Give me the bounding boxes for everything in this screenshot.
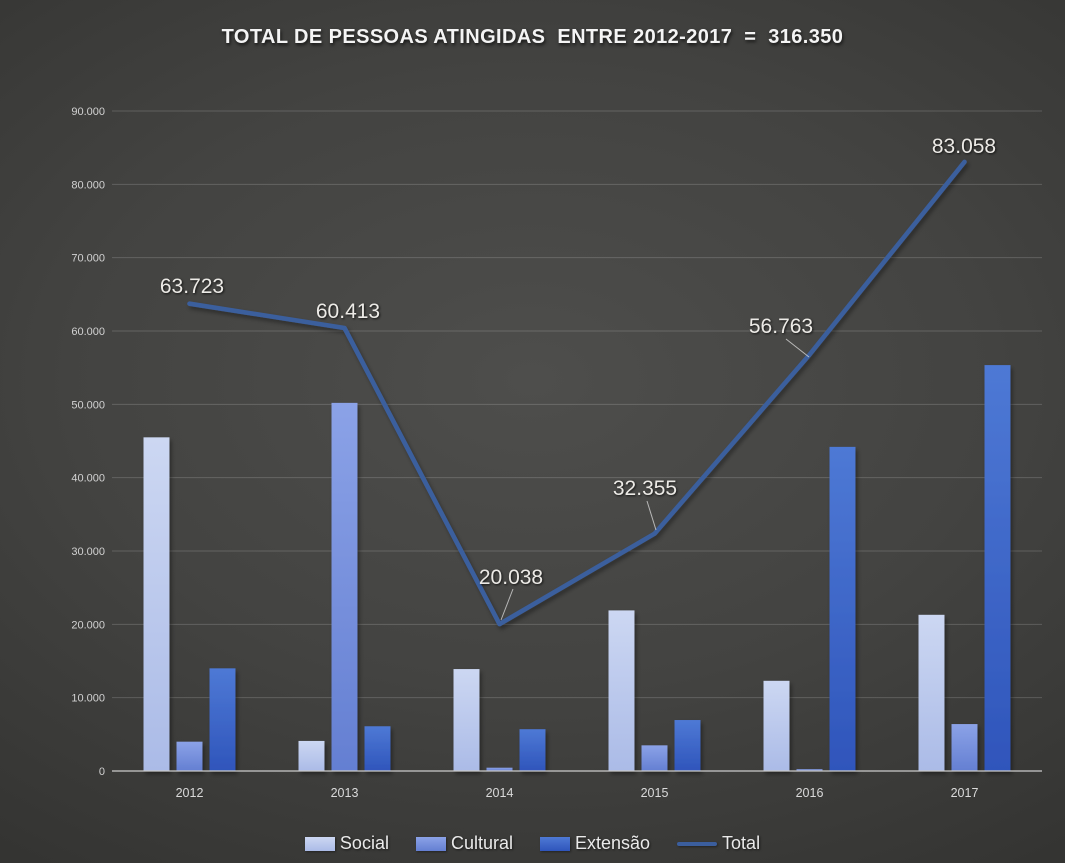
legend-item-cultural: Cultural bbox=[415, 833, 513, 854]
x-axis-label-2016: 2016 bbox=[796, 786, 824, 800]
legend-color-swatch-icon bbox=[304, 836, 335, 851]
legend-item-label: Social bbox=[339, 833, 389, 853]
legend-item-label: Extensão bbox=[574, 833, 651, 853]
bar-extensão-2016 bbox=[829, 446, 856, 771]
total-data-label-2015: 32.355 bbox=[613, 477, 677, 500]
x-axis-label-2012: 2012 bbox=[176, 786, 204, 800]
bar-social-2013 bbox=[298, 740, 325, 771]
bar-cultural-2014 bbox=[486, 767, 513, 771]
data-label-leader-line bbox=[785, 338, 810, 358]
legend-color-swatch-icon bbox=[539, 836, 570, 851]
y-axis-tick-label: 60.000 bbox=[71, 326, 105, 338]
bar-extensão-2014 bbox=[519, 729, 546, 771]
y-axis-tick-label: 50.000 bbox=[71, 399, 105, 411]
legend-item-social: Social bbox=[304, 833, 389, 854]
legend-item-label: Total bbox=[722, 833, 761, 853]
bar-cultural-2016 bbox=[796, 769, 823, 771]
bar-extensão-2017 bbox=[984, 365, 1011, 771]
total-data-label-2014: 20.038 bbox=[479, 566, 543, 589]
bar-cultural-2015 bbox=[641, 745, 668, 771]
bar-social-2016 bbox=[763, 680, 790, 771]
bar-extensão-2012 bbox=[209, 668, 236, 771]
x-axis-label-2014: 2014 bbox=[486, 786, 514, 800]
y-axis-tick-label: 90.000 bbox=[71, 106, 105, 118]
data-label-leader-line bbox=[500, 588, 514, 621]
bar-social-2012 bbox=[143, 437, 170, 771]
total-line bbox=[187, 159, 967, 627]
y-axis-tick-label: 10.000 bbox=[71, 693, 105, 705]
total-data-label-2013: 60.413 bbox=[316, 300, 380, 323]
bar-cultural-2012 bbox=[176, 741, 203, 771]
y-axis-tick-label: 80.000 bbox=[71, 179, 105, 191]
bar-cultural-2017 bbox=[951, 724, 978, 771]
y-axis-tick-label: 0 bbox=[99, 766, 105, 778]
bar-extensão-2013 bbox=[364, 726, 391, 771]
bar-cultural-2013 bbox=[331, 402, 358, 771]
x-axis-label-2013: 2013 bbox=[331, 786, 359, 800]
y-axis-tick-label: 20.000 bbox=[71, 619, 105, 631]
x-axis-label-2017: 2017 bbox=[951, 786, 979, 800]
total-data-label-2016: 56.763 bbox=[749, 315, 813, 338]
y-axis-tick-label: 70.000 bbox=[71, 253, 105, 265]
legend-item-extenso: Extensão bbox=[539, 833, 651, 854]
legend-line-marker-icon bbox=[677, 841, 718, 846]
total-data-label-2012: 63.723 bbox=[160, 275, 224, 298]
y-axis-tick-label: 30.000 bbox=[71, 546, 105, 558]
legend-item-total: Total bbox=[677, 833, 760, 854]
bar-extensão-2015 bbox=[674, 720, 701, 771]
y-axis-tick-label: 40.000 bbox=[71, 473, 105, 485]
legend-item-label: Cultural bbox=[450, 833, 513, 853]
legend-color-swatch-icon bbox=[415, 836, 446, 851]
bar-social-2017 bbox=[918, 614, 945, 771]
bar-social-2015 bbox=[608, 610, 635, 771]
bar-social-2014 bbox=[453, 669, 480, 771]
chart-title: TOTAL DE PESSOAS ATINGIDAS ENTRE 2012-20… bbox=[221, 26, 844, 48]
data-label-leader-line bbox=[646, 500, 657, 531]
total-data-label-2017: 83.058 bbox=[932, 135, 996, 158]
x-axis-label-2015: 2015 bbox=[641, 786, 669, 800]
legend: Social Cultural Extensão Total bbox=[0, 833, 1065, 854]
